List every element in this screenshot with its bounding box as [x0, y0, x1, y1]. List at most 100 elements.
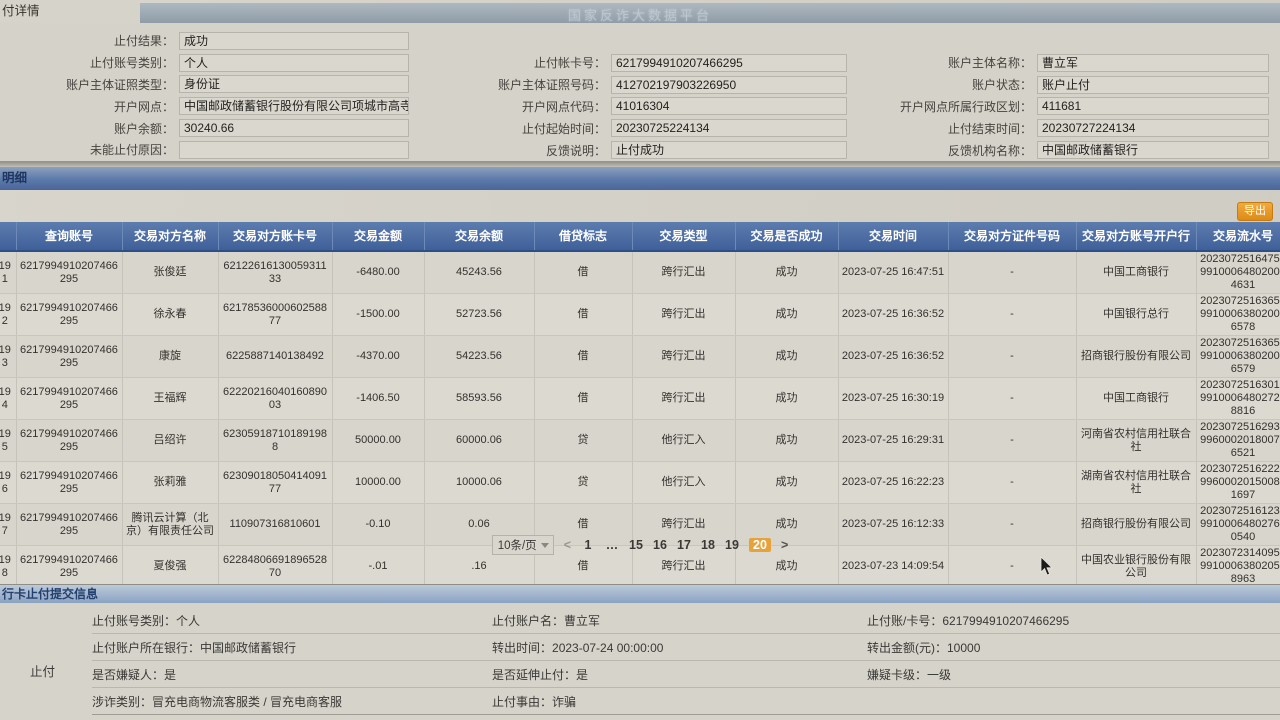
cell-time: 2023-07-23 14:09:54 [838, 545, 949, 588]
page-number[interactable]: … [605, 538, 619, 552]
cell-serial-number: 20230725161233991000648027690540 [1196, 503, 1280, 546]
info-cell: 止付账/卡号：6217994910207466295 [867, 612, 1280, 629]
cell-counterparty-id: - [948, 335, 1077, 378]
form-field: 账户状态： 账户止付 [846, 74, 1269, 96]
info-label: 是否嫌疑人： [92, 667, 165, 682]
field-value: 账户止付 [1037, 75, 1269, 94]
form-column-left: 止付结果： 成功 止付账号类别： 个人 账户主体证照类型： 身份证 开户网点： … [6, 30, 409, 161]
export-button[interactable]: 导出 [1237, 202, 1273, 221]
mouse-cursor-icon [1040, 557, 1053, 576]
info-label: 转出金额(元)： [867, 640, 947, 655]
cell-success: 成功 [735, 293, 839, 336]
cell-debit-credit-flag: 贷 [534, 461, 633, 504]
table-row[interactable]: 198 6217994910207466295 夏俊强 622848066918… [0, 545, 1280, 588]
page-number[interactable]: 18 [701, 538, 715, 552]
field-value: 6217994910207466295 [611, 53, 847, 72]
previous-page-button[interactable]: < [563, 538, 571, 552]
cell-debit-credit-flag: 借 [534, 251, 633, 294]
field-label: 止付帐卡号： [533, 56, 606, 71]
cell-balance: 0.06 [424, 503, 535, 546]
form-field: 账户余额： 30240.66 [6, 117, 409, 139]
cell-counterparty-card: 110907316810601 [218, 503, 333, 546]
cell-counterparty-card: 6230901805041409177 [218, 461, 333, 504]
cell-debit-credit-flag: 借 [534, 335, 633, 378]
cell-balance: 52723.56 [424, 293, 535, 336]
cell-counterparty-card: 6212261613005931133 [218, 251, 333, 294]
field-label: 止付账号类别： [89, 56, 174, 71]
cell-amount: -1406.50 [332, 377, 425, 420]
table-header-row: 查询账号 交易对方名称 交易对方账卡号 交易金额 交易余额 借贷标志 交易类型 交易是否成功交… [0, 222, 1280, 252]
form-field: 账户主体名称： 曹立军 [846, 52, 1269, 74]
field-label: 开户网点代码： [521, 99, 606, 114]
page-number[interactable]: 17 [677, 538, 691, 552]
cell-debit-credit-flag: 借 [534, 293, 633, 336]
cell-counterparty-bank: 招商银行股份有限公司 [1076, 503, 1197, 546]
cell-counterparty-name: 吕绍许 [122, 419, 219, 462]
cell-serial-number: 20230725164750991000648020004631 [1196, 251, 1280, 294]
cell-counterparty-bank: 湖南省农村信用社联合社 [1076, 461, 1197, 504]
transaction-detail-section-header: 明细 [0, 167, 1280, 190]
field-label: 止付结束时间： [947, 121, 1032, 136]
field-value: 成功 [179, 31, 409, 50]
cell-serial-number: 20230725163651991000638020006578 [1196, 293, 1280, 336]
table-row[interactable]: 194 6217994910207466295 王福辉 622202160401… [0, 377, 1280, 420]
cell-counterparty-bank: 河南省农村信用社联合社 [1076, 419, 1197, 462]
active-page-number[interactable]: 20 [749, 538, 771, 552]
table-row[interactable]: 195 6217994910207466295 吕绍许 623059187101… [0, 419, 1280, 462]
cell-time: 2023-07-25 16:30:19 [838, 377, 949, 420]
panel-divider [0, 162, 1280, 167]
cell-counterparty-name: 腾讯云计算（北京）有限责任公司 [122, 503, 219, 546]
column-header: 交易余额 [424, 222, 535, 252]
table-row[interactable]: 196 6217994910207466295 张莉雅 623090180504… [0, 461, 1280, 504]
submission-info-row: 止付账户所在银行：中国邮政储蓄银行 转出时间：2023-07-24 00:00:… [92, 634, 1280, 661]
info-label: 止付账户所在银行： [92, 640, 201, 655]
page-number[interactable]: 16 [653, 538, 667, 552]
cell-counterparty-id: - [948, 419, 1077, 462]
field-value: 曹立军 [1037, 53, 1269, 72]
page-number[interactable]: 15 [629, 538, 643, 552]
next-page-button[interactable]: > [781, 538, 789, 552]
cell-amount: -0.10 [332, 503, 425, 546]
cell-counterparty-card: 6225887140138492 [218, 335, 333, 378]
column-header: 交易时间 [838, 222, 949, 252]
table-row[interactable]: 192 6217994910207466295 徐永春 621785360006… [0, 293, 1280, 336]
form-field: 账户主体证照类型： 身份证 [6, 74, 409, 96]
info-cell: 嫌疑卡级：一级 [867, 666, 1280, 683]
cell-row-number: 191 [0, 251, 17, 294]
cell-time: 2023-07-25 16:36:52 [838, 335, 949, 378]
form-field: 反馈说明： 止付成功 [406, 139, 847, 161]
cell-success: 成功 [735, 461, 839, 504]
page-size-select[interactable]: 10条/页 [491, 535, 554, 555]
page-number[interactable]: 1 [584, 538, 592, 552]
form-field: 开户网点所属行政区划： 411681 [846, 96, 1269, 118]
table-row[interactable]: 193 6217994910207466295 康旋 6225887140138… [0, 335, 1280, 378]
column-header: 借贷标志 [534, 222, 633, 252]
info-cell: 止付账户所在银行：中国邮政储蓄银行 [92, 639, 492, 656]
field-label: 止付结果： [113, 34, 174, 49]
table-row[interactable]: 197 6217994910207466295 腾讯云计算（北京）有限责任公司 … [0, 503, 1280, 546]
form-column-middle: 止付帐卡号： 6217994910207466295 账户主体证照号码： 412… [406, 52, 847, 161]
info-value: 10000 [947, 640, 981, 655]
page-number[interactable]: 19 [725, 538, 739, 552]
cell-amount: -.01 [332, 545, 425, 588]
cell-counterparty-name: 徐永春 [122, 293, 219, 336]
form-field: 止付帐卡号： 6217994910207466295 [406, 52, 847, 74]
cell-balance: 60000.06 [424, 419, 535, 462]
cell-counterparty-card: 6217853600060258877 [218, 293, 333, 336]
cell-counterparty-name: 夏俊强 [122, 545, 219, 588]
field-value: 20230725224134 [611, 119, 847, 138]
cell-transaction-type: 跨行汇出 [632, 377, 736, 420]
table-row[interactable]: 191 6217994910207466295 张俊廷 621226161300… [0, 251, 1280, 294]
cell-counterparty-card: 6222021604016089003 [218, 377, 333, 420]
column-header: 交易对方账号开户行 [1076, 222, 1197, 252]
cell-query-account: 6217994910207466295 [16, 293, 123, 336]
cell-counterparty-bank: 中国工商银行 [1076, 251, 1197, 294]
info-value: 是 [576, 667, 589, 682]
cell-counterparty-bank: 招商银行股份有限公司 [1076, 335, 1197, 378]
cell-counterparty-id: - [948, 251, 1077, 294]
cell-row-number: 193 [0, 335, 17, 378]
cell-query-account: 6217994910207466295 [16, 377, 123, 420]
cell-query-account: 6217994910207466295 [16, 419, 123, 462]
info-value: 诈骗 [552, 694, 577, 709]
field-value: 41016304 [611, 97, 847, 116]
